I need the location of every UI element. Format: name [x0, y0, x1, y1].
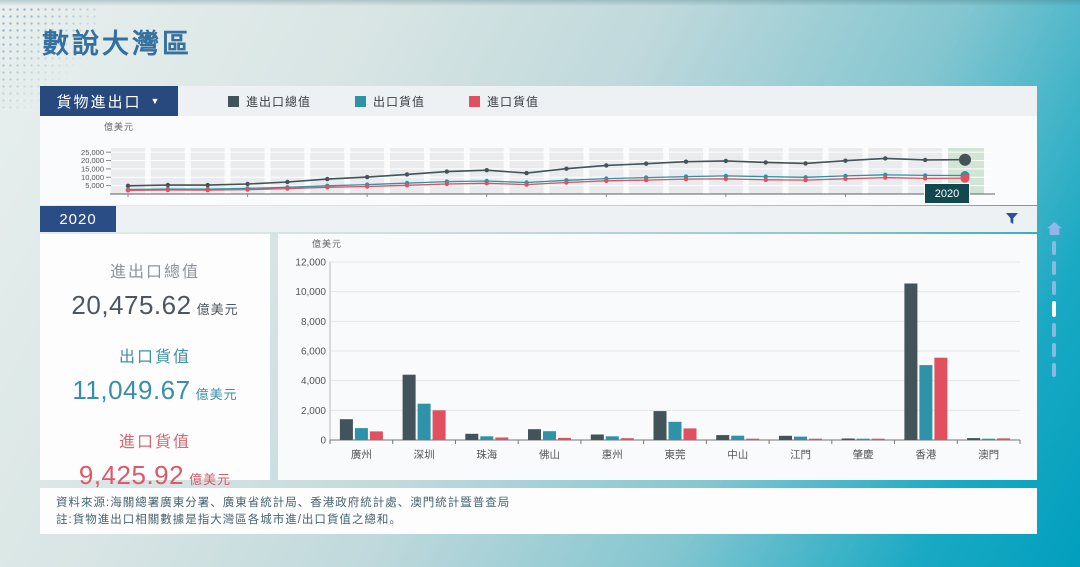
- legend-swatch: [469, 95, 481, 107]
- scroll-dash: [1052, 281, 1056, 295]
- stat-imports: 進口貨值 9,425.92 億美元: [79, 428, 231, 491]
- legend-item: 出口貨值: [355, 93, 425, 110]
- dataset-dropdown-label: 貨物進出口: [56, 93, 142, 111]
- svg-text:億美元: 億美元: [312, 238, 342, 249]
- year-tooltip: 2020: [924, 183, 970, 204]
- city-bar-chart[interactable]: 0 2,000 4,000 6,000 8,000 10,000 12,000 廣州 深圳 珠海 佛…: [278, 234, 1037, 480]
- stat-exports: 出口貨值 11,049.67 億美元: [72, 343, 237, 406]
- legend-label: 進出口總值: [246, 94, 312, 109]
- scroll-indicator[interactable]: [1046, 222, 1062, 377]
- stat-exports-value: 11,049.67 億美元: [72, 375, 238, 405]
- svg-text:0: 0: [320, 436, 326, 447]
- legend-item: 進口貨值: [469, 93, 539, 110]
- svg-text:2,000: 2,000: [301, 406, 326, 417]
- scroll-dash: [1052, 363, 1056, 377]
- svg-text:佛山: 佛山: [539, 448, 560, 461]
- stat-exports-label: 出口貨值: [118, 349, 191, 366]
- scroll-dash: [1052, 343, 1056, 357]
- legend-swatch: [228, 95, 239, 107]
- scroll-dash: [1052, 323, 1056, 337]
- timeline-panel[interactable]: 5,000 10,000 15,000 20,000 25,000 億美元 2020: [40, 116, 1037, 205]
- svg-text:5,000: 5,000: [85, 181, 104, 190]
- page-title: 數說大灣區: [42, 29, 192, 59]
- dataset-dropdown[interactable]: 貨物進出口 ▼: [40, 86, 178, 116]
- control-bar: 貨物進出口 ▼ 進出口總值 出口貨值 進口貨值: [40, 86, 1037, 116]
- stat-total-value: 20,475.62 億美元: [71, 290, 239, 320]
- year-badge: 2020: [40, 206, 116, 232]
- top-edge-shade: [0, 0, 1080, 6]
- year-selector-row: 2020: [40, 206, 1037, 232]
- stat-imports-label: 進口貨值: [118, 434, 191, 451]
- svg-text:10,000: 10,000: [295, 287, 326, 298]
- scroll-dash-active: [1052, 301, 1056, 317]
- svg-text:江門: 江門: [790, 449, 811, 461]
- svg-text:4,000: 4,000: [301, 376, 326, 387]
- svg-text:澳門: 澳門: [978, 448, 999, 461]
- svg-text:深圳: 深圳: [414, 449, 435, 461]
- funnel-icon: [1006, 213, 1018, 224]
- note-text: 註:貨物進出口相關數據是指大灣區各城市進/出口貨值之總和。: [56, 514, 402, 526]
- legend-swatch: [355, 95, 367, 107]
- stat-total-trade: 進出口總值 20,475.62 億美元: [71, 258, 238, 321]
- stats-panel: 進出口總值 20,475.62 億美元 出口貨值 11,049.67 億美元 進口貨…: [40, 234, 270, 490]
- svg-text:25,000: 25,000: [81, 148, 104, 157]
- stat-imports-value: 9,425.92 億美元: [78, 460, 232, 490]
- notes-panel: 資料來源:海關總署廣東分署、廣東省統計局、香港政府統計處、澳門統計暨普查局 註:…: [40, 488, 1037, 534]
- svg-text:8,000: 8,000: [301, 317, 326, 328]
- svg-text:肇慶: 肇慶: [853, 448, 874, 461]
- legend-label: 進口貨值: [487, 94, 540, 109]
- svg-text:10,000: 10,000: [81, 173, 104, 182]
- svg-text:15,000: 15,000: [81, 165, 104, 174]
- scroll-dash: [1052, 261, 1056, 275]
- legend-item: 進出口總值: [228, 93, 311, 110]
- svg-text:珠海: 珠海: [476, 448, 497, 461]
- svg-text:香港: 香港: [915, 449, 936, 461]
- svg-text:中山: 中山: [727, 448, 748, 461]
- chart-legend: 進出口總值 出口貨值 進口貨值: [178, 86, 1037, 116]
- svg-text:惠州: 惠州: [602, 448, 623, 461]
- svg-text:億美元: 億美元: [104, 121, 134, 132]
- legend-label: 出口貨值: [373, 94, 426, 109]
- home-icon[interactable]: [1046, 222, 1062, 235]
- svg-text:東莞: 東莞: [665, 448, 686, 461]
- scroll-dash: [1052, 241, 1056, 255]
- svg-text:廣州: 廣州: [351, 448, 372, 461]
- chevron-down-icon: ▼: [150, 95, 162, 106]
- stat-total-label: 進出口總值: [109, 264, 200, 281]
- svg-text:6,000: 6,000: [301, 347, 326, 358]
- svg-text:12,000: 12,000: [295, 258, 326, 269]
- bar-chart-panel[interactable]: 0 2,000 4,000 6,000 8,000 10,000 12,000 廣州 深圳 珠海 佛…: [278, 234, 1037, 480]
- source-text: 資料來源:海關總署廣東分署、廣東省統計局、香港政府統計處、澳門統計暨普查局: [56, 497, 511, 509]
- filter-button[interactable]: [1005, 212, 1019, 226]
- svg-text:20,000: 20,000: [81, 156, 104, 165]
